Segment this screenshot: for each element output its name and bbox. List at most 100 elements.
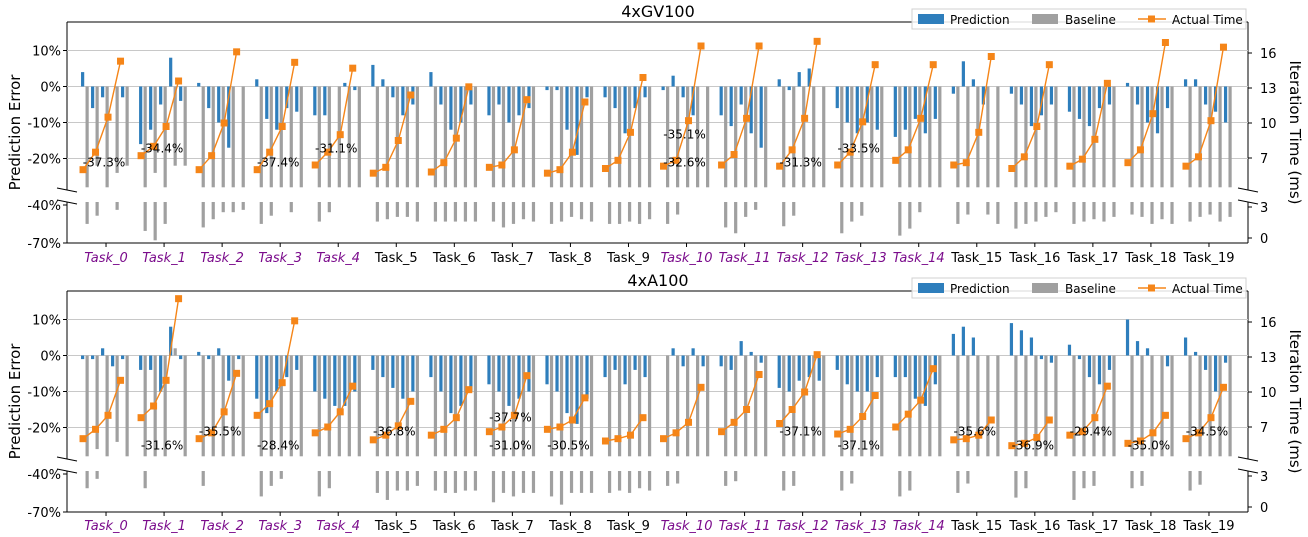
baseline-bar-lower xyxy=(1014,202,1018,229)
actual-time-marker xyxy=(543,169,551,177)
baseline-bar-lower xyxy=(473,202,478,222)
prediction-bar xyxy=(353,355,357,392)
baseline-bar xyxy=(105,355,109,457)
actual-time-line xyxy=(837,395,876,435)
baseline-bar xyxy=(463,355,468,457)
actual-time-marker xyxy=(685,418,693,426)
annotation-label: -35.1% xyxy=(663,128,705,142)
actual-time-marker xyxy=(755,42,763,50)
baseline-bar-lower xyxy=(521,202,526,220)
axis-break-mark xyxy=(1237,456,1259,462)
x-tick-label: Task_7 xyxy=(490,251,534,266)
prediction-bar xyxy=(121,355,125,360)
prediction-bar xyxy=(169,326,173,356)
actual-time-marker xyxy=(291,317,299,325)
y-axis-label-right: Iteration Time (ms) xyxy=(1286,60,1304,204)
baseline-bar-lower xyxy=(385,202,389,220)
baseline-bar xyxy=(279,86,283,188)
prediction-bar xyxy=(507,86,511,123)
baseline-bar xyxy=(85,355,89,457)
baseline-bar-lower xyxy=(1082,202,1086,222)
baseline-bar xyxy=(880,86,884,188)
prediction-bar xyxy=(691,86,695,116)
baseline-bar xyxy=(433,86,438,188)
actual-time-marker xyxy=(150,402,158,410)
baseline-bar-lower xyxy=(966,471,970,484)
annotation-label: -36.8% xyxy=(373,425,415,439)
actual-time-marker xyxy=(233,48,241,56)
right-tick-label: 3 xyxy=(1260,201,1268,216)
baseline-bar xyxy=(473,86,478,188)
baseline-bar-lower xyxy=(375,471,379,493)
prediction-bar xyxy=(759,86,763,148)
actual-time-marker xyxy=(485,163,493,171)
actual-time-marker xyxy=(556,166,564,174)
actual-time-marker xyxy=(266,148,274,156)
x-tick-label: Task_9 xyxy=(606,519,650,534)
actual-time-marker xyxy=(626,431,634,439)
prediction-bar xyxy=(1213,355,1218,392)
x-tick-label: Task_8 xyxy=(548,519,592,534)
baseline-bar xyxy=(860,86,864,188)
baseline-bar xyxy=(221,355,225,457)
actual-time-marker xyxy=(382,163,390,171)
prediction-bar xyxy=(613,355,617,370)
baseline-bar xyxy=(1188,86,1192,188)
prediction-bar xyxy=(429,355,433,378)
actual-time-line xyxy=(1069,385,1109,436)
baseline-bar xyxy=(337,355,341,457)
prediction-bar xyxy=(343,82,347,87)
actual-time-marker xyxy=(1103,79,1111,87)
annotation-label: -37.3% xyxy=(83,156,125,170)
baseline-bar xyxy=(676,86,680,188)
baseline-bar xyxy=(183,355,187,457)
actual-time-line xyxy=(953,56,992,166)
baseline-bar xyxy=(966,355,970,457)
baseline-bar xyxy=(647,355,652,457)
prediction-bar xyxy=(951,333,955,356)
baseline-bar-lower xyxy=(511,202,516,224)
actual-time-marker xyxy=(427,431,435,439)
actual-time-line xyxy=(1011,64,1051,170)
prediction-bar xyxy=(1029,86,1034,127)
baseline-bar xyxy=(754,355,758,457)
legend-label-prediction: Prediction xyxy=(950,13,1010,27)
prediction-bar xyxy=(401,355,405,399)
actual-time-marker xyxy=(660,162,668,170)
baseline-bar xyxy=(1102,86,1106,188)
baseline-bar xyxy=(782,86,786,188)
baseline-bar xyxy=(1228,355,1232,457)
actual-time-marker xyxy=(1182,162,1190,170)
baseline-bar xyxy=(231,86,235,188)
baseline-bar xyxy=(115,86,119,173)
actual-time-marker xyxy=(1219,43,1227,51)
baseline-bar-lower xyxy=(95,471,99,479)
baseline-bar-lower xyxy=(395,202,399,217)
baseline-bar-lower xyxy=(443,471,448,493)
actual-time-line xyxy=(489,99,528,169)
annotation-label: -37.7% xyxy=(489,411,531,425)
actual-time-marker xyxy=(871,392,879,399)
baseline-bar-lower xyxy=(463,202,468,222)
legend-swatch-prediction xyxy=(918,14,944,24)
x-tick-label: Task_19 xyxy=(1182,519,1234,534)
prediction-bar xyxy=(391,355,395,388)
baseline-bar xyxy=(1034,86,1038,188)
baseline-bar-lower xyxy=(559,202,564,222)
prediction-bar xyxy=(1039,355,1044,360)
actual-time-marker xyxy=(336,131,344,139)
actual-time-marker xyxy=(1219,383,1227,391)
prediction-bar xyxy=(739,341,743,356)
baseline-bar-lower xyxy=(734,202,738,234)
prediction-bar xyxy=(903,86,907,130)
baseline-bar xyxy=(1228,86,1232,188)
baseline-bar-lower xyxy=(589,471,594,493)
actual-time-marker xyxy=(626,128,634,136)
prediction-bar xyxy=(1009,86,1014,94)
x-tick-label: Task_10 xyxy=(661,519,713,534)
actual-time-marker xyxy=(556,423,564,431)
actual-time-line xyxy=(779,354,818,424)
legend-label-baseline: Baseline xyxy=(1065,13,1116,27)
prediction-bar xyxy=(681,355,685,367)
